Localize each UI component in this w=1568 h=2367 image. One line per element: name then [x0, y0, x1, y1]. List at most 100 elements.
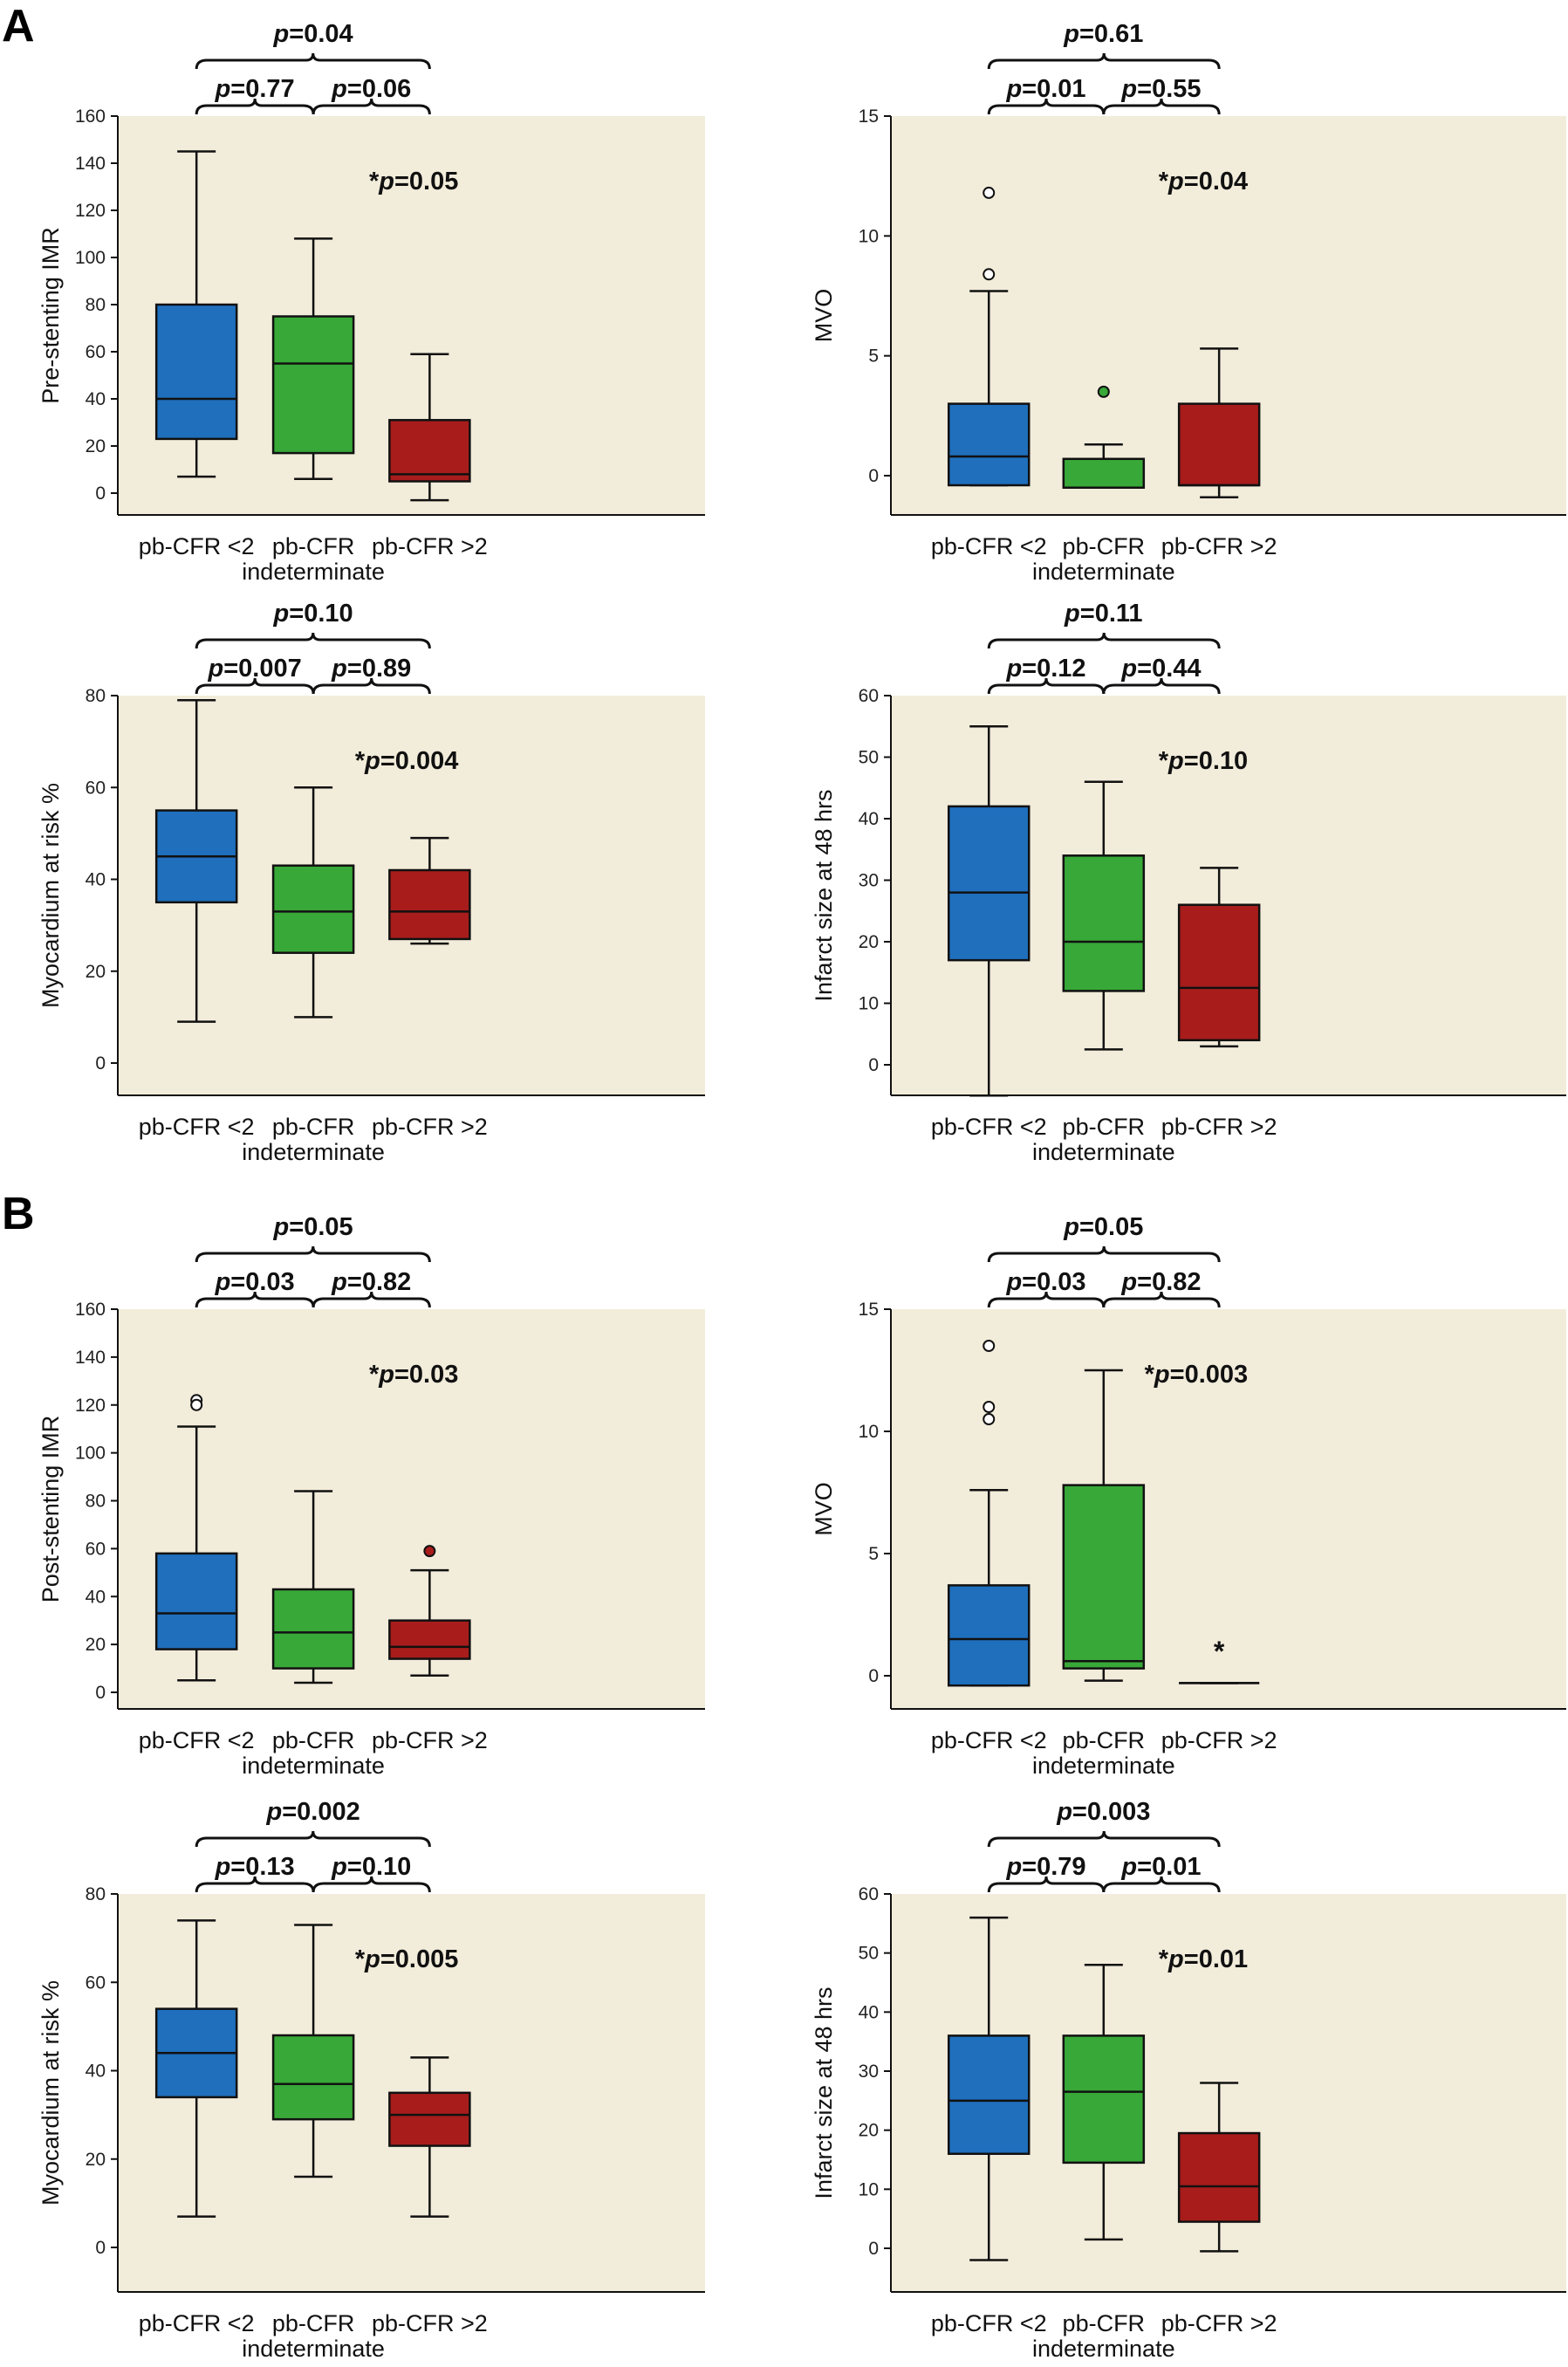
a2-p-right: p=0.55: [1120, 75, 1201, 103]
b4-xtick-label-1-1: indeterminate: [1032, 2336, 1175, 2362]
a4-xtick-label-2-0: pb-CFR >2: [1161, 1114, 1277, 1140]
b1-outlier-0-1: [190, 1398, 203, 1411]
a2-box-1: [1062, 457, 1146, 489]
a2-y-axis-label: MVO: [811, 289, 837, 343]
b3-ytick-label-4: 80: [86, 1884, 106, 1904]
a3-p-left: p=0.007: [208, 655, 302, 683]
a1-p-left: p=0.77: [215, 75, 295, 103]
a3-xtick-label-2-0: pb-CFR >2: [372, 1114, 488, 1140]
a2-ytick-label-0: 0: [868, 466, 879, 486]
b2-outlier-0-1: [983, 1401, 996, 1413]
panel-a-label: A: [2, 1, 35, 51]
b2-xtick-label-1-1: indeterminate: [1032, 1753, 1175, 1779]
b4-xtick-label-2-0: pb-CFR >2: [1161, 2310, 1277, 2336]
b2-p-right: p=0.82: [1120, 1268, 1201, 1296]
b3-p-overall: *p=0.005: [355, 1945, 459, 1973]
b1-xtick-label-0-0: pb-CFR <2: [139, 1727, 255, 1753]
b3-xtick-label-0-0: pb-CFR <2: [139, 2310, 255, 2336]
a2-outlier-0-0: [983, 186, 996, 199]
a1-ytick-label-8: 160: [75, 106, 106, 127]
b4-ytick-label-6: 60: [859, 1884, 879, 1904]
a3-xtick-label-0-0: pb-CFR <2: [139, 1114, 255, 1140]
a4-bracket-top: [987, 632, 1221, 649]
b1-ytick-label-7: 140: [75, 1348, 106, 1368]
b3-bracket-top: [195, 1830, 431, 1848]
a4-ytick-label-0: 0: [868, 1055, 879, 1075]
a2-p-left: p=0.01: [1005, 75, 1085, 103]
b4-p-left: p=0.79: [1005, 1853, 1085, 1881]
b4-bracket-top: [987, 1830, 1221, 1848]
b1-bracket-top: [195, 1245, 431, 1263]
b2-extreme-marker: *: [1214, 1636, 1225, 1667]
a3-y-axis-label: Myocardium at risk %: [38, 783, 64, 1008]
a3-p-overall: *p=0.004: [355, 747, 459, 775]
a2-outlier-0-1: [983, 268, 996, 281]
panel-b-label: B: [2, 1189, 35, 1239]
b3-ytick-label-2: 40: [86, 2062, 106, 2082]
a4-p-overall: *p=0.10: [1159, 747, 1248, 775]
a4-ytick-label-1: 10: [859, 994, 879, 1014]
b2-bracket-right: [1102, 1291, 1221, 1308]
b3-bracket-left: [195, 1876, 315, 1893]
b1-ytick-label-5: 100: [75, 1444, 106, 1464]
a2-outlier-1-0: [1097, 385, 1110, 398]
a2-bracket-left: [987, 98, 1106, 115]
a4-box-2: [1177, 903, 1261, 1042]
a3-xtick-label-1-0: pb-CFR: [272, 1114, 355, 1140]
b1-box-1: [271, 1588, 355, 1670]
a3-box-2: [388, 868, 471, 941]
b3-p-top: p=0.002: [265, 1798, 359, 1826]
a1-ytick-label-5: 100: [75, 248, 106, 268]
a3-bracket-left: [195, 677, 315, 695]
a1-bracket-left: [195, 98, 315, 115]
b4-box-0: [947, 2034, 1030, 2155]
b4-bracket-right: [1102, 1876, 1221, 1893]
a3-p-right: p=0.89: [331, 655, 411, 683]
b1-box-2: [388, 1619, 471, 1660]
b1-p-right: p=0.82: [331, 1268, 411, 1296]
b4-p-overall: *p=0.01: [1159, 1945, 1248, 1973]
b1-ytick-label-2: 40: [86, 1587, 106, 1607]
b1-y-axis-label: Post-stenting IMR: [38, 1416, 64, 1603]
a4-xtick-label-1-0: pb-CFR: [1063, 1114, 1146, 1140]
b3-box-2: [388, 2091, 471, 2147]
b3-xtick-label-1-1: indeterminate: [242, 2336, 385, 2362]
b4-p-top: p=0.003: [1056, 1798, 1150, 1826]
a1-xtick-label-0-0: pb-CFR <2: [139, 533, 255, 559]
b4-y-axis-label: Infarct size at 48 hrs: [811, 1986, 837, 2199]
b4-ytick-label-1: 10: [859, 2179, 879, 2199]
a2-ytick-label-1: 5: [868, 346, 879, 367]
a1-bracket-top: [195, 52, 431, 70]
b3-xtick-label-2-0: pb-CFR >2: [372, 2310, 488, 2336]
b3-ytick-label-1: 20: [86, 2150, 106, 2170]
b2-ytick-label-2: 10: [859, 1422, 879, 1442]
a4-p-top: p=0.11: [1064, 600, 1143, 628]
a1-xtick-label-1-0: pb-CFR: [272, 533, 355, 559]
b4-ytick-label-4: 40: [859, 2002, 879, 2022]
b2-box-0: [947, 1584, 1030, 1687]
b1-bracket-left: [195, 1291, 315, 1308]
a1-p-top: p=0.04: [273, 20, 353, 48]
a1-y-axis-label: Pre-stenting IMR: [38, 227, 64, 404]
a2-box-2: [1177, 402, 1261, 487]
b4-ytick-label-5: 50: [859, 1944, 879, 1964]
a3-xtick-label-1-1: indeterminate: [242, 1139, 385, 1165]
a4-ytick-label-4: 40: [859, 809, 879, 829]
a4-ytick-label-6: 60: [859, 686, 879, 706]
a4-bracket-right: [1102, 677, 1221, 695]
a1-box-0: [154, 303, 238, 441]
a2-xtick-label-2-0: pb-CFR >2: [1161, 533, 1277, 559]
a1-box-2: [388, 419, 471, 483]
b3-box-1: [271, 2034, 355, 2121]
b1-ytick-label-0: 0: [95, 1683, 106, 1703]
b4-box-2: [1177, 2131, 1261, 2223]
a3-box-1: [271, 864, 355, 954]
a1-ytick-label-2: 40: [86, 389, 106, 409]
a4-bracket-left: [987, 677, 1106, 695]
b1-p-left: p=0.03: [215, 1268, 295, 1296]
b3-bracket-right: [312, 1876, 431, 1893]
a2-p-overall: *p=0.04: [1159, 168, 1248, 196]
b3-ytick-label-3: 60: [86, 1973, 106, 1993]
a1-ytick-label-0: 0: [95, 484, 106, 504]
b1-xtick-label-2-0: pb-CFR >2: [372, 1727, 488, 1753]
